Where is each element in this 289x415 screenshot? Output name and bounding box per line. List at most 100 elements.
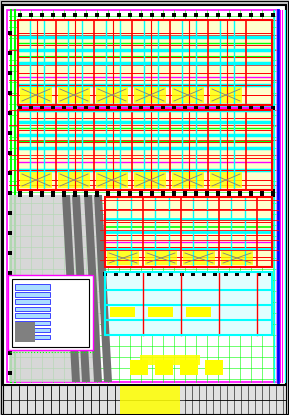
- Bar: [18, 189, 22, 193]
- Bar: [180, 360, 198, 375]
- Bar: [62, 13, 66, 17]
- Bar: [172, 172, 204, 188]
- Bar: [95, 193, 99, 197]
- Bar: [20, 172, 52, 188]
- Bar: [161, 13, 165, 17]
- Bar: [172, 13, 176, 17]
- Bar: [8, 191, 12, 195]
- Bar: [238, 193, 242, 197]
- Bar: [172, 87, 204, 103]
- Bar: [18, 105, 272, 110]
- Bar: [158, 272, 162, 276]
- Bar: [8, 271, 12, 275]
- Bar: [15, 335, 50, 339]
- Bar: [62, 106, 66, 110]
- Bar: [172, 106, 176, 110]
- Bar: [103, 272, 107, 276]
- Bar: [117, 13, 121, 17]
- Bar: [40, 13, 44, 17]
- Bar: [15, 321, 50, 325]
- Bar: [18, 106, 22, 110]
- Bar: [58, 172, 90, 188]
- Bar: [238, 189, 242, 193]
- Bar: [8, 311, 12, 315]
- Bar: [246, 272, 250, 276]
- Bar: [216, 193, 220, 197]
- Bar: [84, 189, 88, 193]
- Bar: [249, 13, 253, 17]
- Bar: [150, 193, 154, 197]
- Bar: [62, 189, 66, 193]
- Bar: [40, 189, 44, 193]
- Bar: [29, 189, 33, 193]
- Bar: [8, 211, 12, 215]
- Bar: [194, 189, 198, 193]
- Bar: [18, 20, 272, 105]
- Bar: [139, 193, 143, 197]
- Bar: [145, 251, 177, 265]
- Bar: [15, 299, 50, 304]
- Bar: [110, 307, 135, 317]
- Bar: [134, 87, 166, 103]
- Bar: [18, 110, 272, 190]
- Bar: [235, 272, 239, 276]
- Bar: [8, 291, 12, 295]
- Bar: [276, 10, 280, 382]
- Bar: [221, 251, 253, 265]
- Bar: [227, 189, 231, 193]
- Bar: [268, 272, 272, 276]
- Polygon shape: [9, 195, 100, 382]
- Bar: [40, 106, 44, 110]
- Bar: [51, 106, 55, 110]
- Bar: [8, 275, 93, 350]
- Bar: [128, 189, 132, 193]
- Bar: [120, 386, 180, 414]
- Bar: [202, 272, 206, 276]
- Bar: [161, 106, 165, 110]
- Bar: [260, 13, 264, 17]
- Bar: [194, 13, 198, 17]
- Bar: [15, 322, 35, 342]
- Bar: [18, 13, 22, 17]
- Bar: [18, 193, 22, 197]
- Bar: [125, 272, 129, 276]
- Bar: [260, 189, 264, 193]
- Bar: [271, 189, 275, 193]
- Bar: [106, 189, 110, 193]
- Bar: [95, 106, 99, 110]
- Bar: [15, 328, 50, 332]
- Bar: [216, 13, 220, 17]
- Bar: [205, 193, 209, 197]
- Bar: [96, 172, 128, 188]
- Bar: [117, 106, 121, 110]
- Bar: [128, 106, 132, 110]
- Bar: [183, 251, 215, 265]
- Bar: [18, 20, 272, 105]
- Bar: [216, 189, 220, 193]
- Bar: [205, 360, 223, 375]
- Bar: [15, 307, 50, 311]
- Bar: [227, 106, 231, 110]
- Bar: [29, 13, 33, 17]
- Bar: [8, 71, 12, 75]
- Bar: [161, 189, 165, 193]
- Bar: [20, 87, 52, 103]
- Bar: [205, 13, 209, 17]
- Bar: [51, 193, 55, 197]
- Bar: [249, 193, 253, 197]
- Bar: [249, 189, 253, 193]
- Bar: [8, 251, 12, 255]
- Bar: [15, 284, 50, 290]
- Bar: [257, 272, 261, 276]
- Bar: [238, 13, 242, 17]
- Bar: [183, 106, 187, 110]
- Bar: [227, 13, 231, 17]
- Bar: [95, 189, 99, 193]
- Bar: [105, 197, 272, 267]
- Bar: [15, 292, 50, 297]
- Bar: [216, 106, 220, 110]
- Bar: [148, 307, 173, 317]
- Bar: [8, 31, 12, 35]
- Bar: [8, 231, 12, 235]
- Bar: [172, 189, 176, 193]
